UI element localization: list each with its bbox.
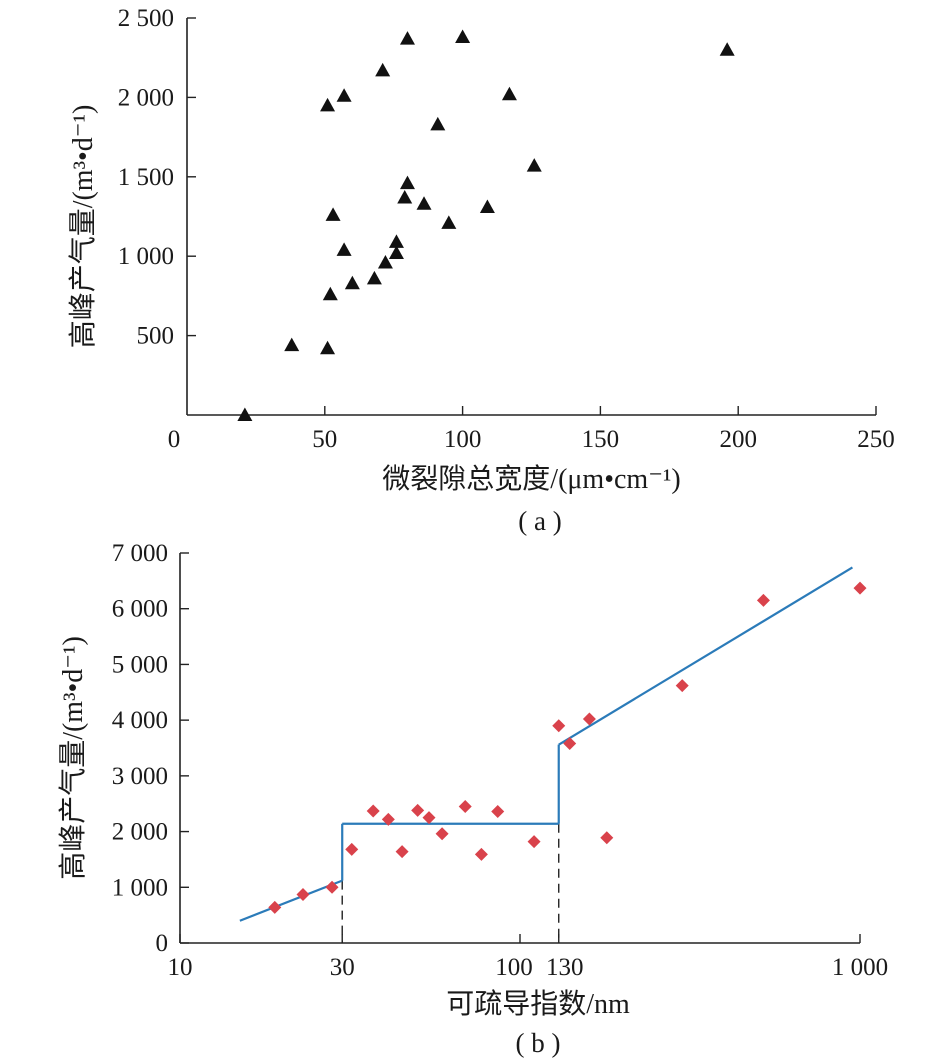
data-point-triangle [344, 275, 360, 290]
y-tick-label: 1 000 [118, 243, 174, 270]
data-point-triangle [375, 62, 391, 77]
fit-line-segment [558, 566, 853, 746]
x-axis-label: 微裂隙总宽度/(μm•cm⁻¹) [382, 463, 680, 495]
data-point-diamond [422, 811, 436, 825]
data-point-triangle [479, 199, 495, 213]
x-tick-label: 100 [495, 954, 533, 981]
chart-b-scatter-drainage-index: 10 30 100 130 1 000 0 1 000 2 000 3 000 4 000 5 00… [57, 540, 888, 1058]
data-point-diamond [853, 581, 867, 595]
data-point-triangle [526, 158, 542, 172]
x-tick-label: 30 [330, 954, 355, 981]
y-tick-label: 500 [137, 323, 175, 350]
y-tick-label: 4 000 [112, 707, 168, 734]
x-tick-label: 1 000 [832, 954, 888, 981]
data-point-triangle [366, 270, 382, 285]
x-tick-label: 200 [719, 426, 757, 453]
data-point-diamond [268, 900, 282, 914]
data-point-triangle [399, 175, 415, 190]
data-point-triangle [430, 116, 446, 131]
y-tick-label: 0 [156, 930, 169, 957]
data-point-triangle [399, 31, 415, 45]
data-point-triangle [325, 207, 341, 221]
data-point-triangle [284, 337, 300, 352]
x-tick-label: 130 [546, 954, 584, 981]
data-point-triangle [501, 86, 517, 101]
y-tick-label: 3 000 [112, 763, 168, 790]
data-point-triangle [237, 407, 253, 421]
data-point-diamond [296, 888, 310, 902]
data-point-diamond [325, 880, 339, 894]
y-tick-label: 2 000 [118, 84, 174, 111]
y-tick-label: 2 500 [118, 5, 174, 32]
data-point-triangle [388, 234, 404, 248]
data-point-diamond [675, 679, 689, 693]
x-origin-label: 0 [168, 426, 181, 453]
y-tick-label: 1 500 [118, 164, 174, 191]
data-point-triangle [322, 286, 338, 301]
x-tick-label: 250 [857, 426, 895, 453]
panel-label-b: ( b ) [516, 1028, 561, 1058]
y-tick-label: 5 000 [112, 651, 168, 678]
data-point-diamond [582, 712, 596, 726]
data-point-diamond [527, 835, 541, 849]
data-point-triangle [441, 215, 457, 229]
data-point-diamond [381, 812, 395, 826]
data-point-triangle [320, 97, 336, 112]
x-tick-label: 50 [312, 426, 337, 453]
data-point-triangle [719, 42, 735, 56]
data-point-triangle [320, 340, 336, 355]
data-point-triangle [336, 88, 352, 102]
y-tick-label: 7 000 [112, 540, 168, 567]
data-point-triangle [397, 189, 413, 204]
data-point-diamond [563, 737, 577, 751]
x-tick-label: 100 [444, 426, 482, 453]
y-tick-label: 1 000 [112, 874, 168, 901]
x-tick-label: 150 [582, 426, 620, 453]
y-axis-label: 高峰产气量/(m³•d⁻¹) [67, 105, 99, 349]
data-point-triangle [416, 196, 432, 210]
y-tick-label: 6 000 [112, 596, 168, 623]
data-point-diamond [552, 719, 566, 733]
data-point-diamond [395, 845, 409, 859]
data-point-diamond [411, 803, 425, 817]
data-point-diamond [458, 800, 472, 813]
y-axis-label: 高峰产气量/(m³•d⁻¹) [57, 636, 89, 880]
fit-line-segment [239, 879, 343, 922]
x-axis-label: 可疏导指数/nm [446, 988, 630, 1020]
chart-a-scatter-crack-width: 50 100 150 200 250 0 500 1 000 1 500 2 000 2 500 微裂… [67, 5, 895, 536]
panel-label-a: ( a ) [518, 506, 561, 536]
data-point-diamond [345, 842, 359, 856]
data-point-triangle [388, 245, 404, 260]
data-point-diamond [491, 805, 505, 819]
data-point-triangle [336, 242, 352, 256]
data-point-triangle [455, 29, 471, 44]
data-point-triangle [377, 255, 393, 269]
data-point-diamond [756, 593, 770, 607]
data-point-diamond [435, 827, 449, 841]
data-point-diamond [366, 804, 380, 818]
y-tick-label: 2 000 [112, 819, 168, 846]
data-point-diamond [600, 831, 614, 845]
x-tick-label: 10 [168, 954, 193, 981]
data-point-diamond [474, 847, 488, 861]
